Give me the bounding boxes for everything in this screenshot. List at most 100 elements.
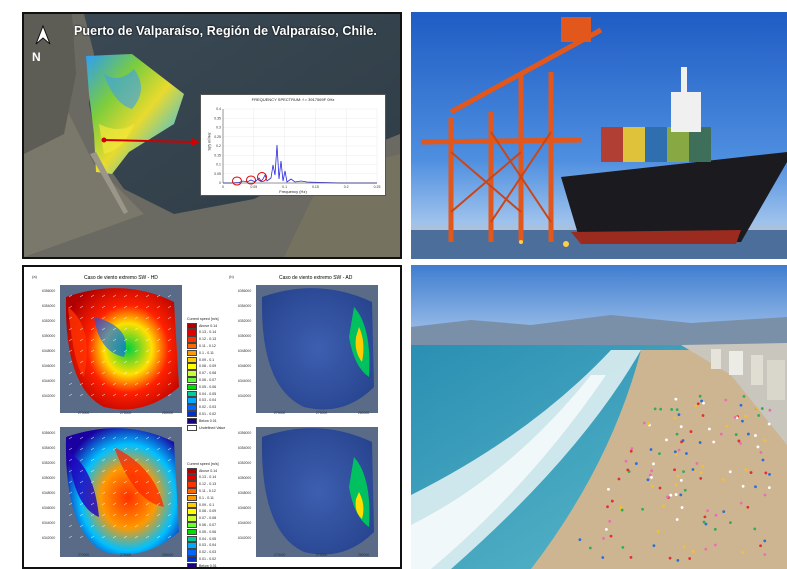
legend-label: 0.11 - 0.12 [199,344,216,349]
current-vector [145,447,150,451]
current-vector [145,458,150,462]
current-vector [156,502,161,506]
map-xtick: 280000 [358,553,370,557]
map-ytick: 6354000 [42,304,56,308]
beach-umbrella [753,527,757,531]
current-vector [68,447,73,451]
current-vector [68,513,73,517]
current-vector [79,371,84,375]
current-vector [68,458,73,462]
spectrum-ytick: 0.1 [216,163,221,167]
legend-swatch [187,515,197,522]
map-ytick: 6350000 [238,476,252,480]
beach-umbrella [694,404,698,408]
legend-label: 0.06 - 0.07 [199,523,217,528]
legend-swatch [187,424,197,432]
beach-umbrella [739,403,743,407]
current-vector [79,327,84,331]
legend-swatch [187,521,197,529]
map-ytick: 6348000 [42,349,56,353]
highlight-circle-1 [232,176,242,186]
beach-umbrella [725,424,729,428]
current-vector [79,316,84,320]
map-title-hd: Caso de viento extremo SW - HD [84,275,158,281]
current-vector [145,338,150,342]
legend-label: 0.01 - 0.02 [199,557,217,562]
current-vector [156,393,161,397]
current-vector [68,491,73,495]
current-vector [101,294,106,298]
legend-label: 0.03 - 0.04 [199,543,217,548]
legend-title: Current speed [m/s] [187,462,219,466]
current-vector [145,480,150,484]
legend-label: 0.07 - 0.08 [199,371,217,376]
current-vector [134,535,139,539]
beach-umbrella [742,395,746,398]
legend-swatch [187,383,197,391]
beach-umbrella [699,471,703,474]
beach-umbrella [724,398,728,402]
beach-umbrella [768,408,772,412]
beach-umbrella [650,469,654,473]
map-xtick: 280000 [162,553,174,557]
beach-umbrella [757,414,761,417]
current-vector [101,327,106,331]
legend-label: 0.05 - 0.06 [199,384,217,389]
current-vector [145,360,150,364]
legend-label: 0.08 - 0.09 [199,364,217,369]
current-vector [156,338,161,342]
current-vector [134,469,139,473]
spectrum-plot: 0.4 0.35 0.3 0.25 0.2 0.15 0.1 0.05 00 0.05 0.1 0.1… [214,107,380,189]
current-vector [167,360,172,364]
legend-item: 0.07 - 0.08 [187,515,225,522]
legend-swatch [187,549,197,556]
beach-umbrella [728,470,732,474]
beach-umbrella [674,493,678,496]
legend-swatch [187,474,197,481]
map-ytick: 6356000 [238,431,252,435]
map-ytick: 6356000 [42,289,56,293]
beach-umbrella [609,534,613,538]
current-vector [123,535,128,539]
beach-aerial-photo [411,265,787,569]
current-vector [156,491,161,495]
legend-label: Above 0.14 [199,468,218,473]
current-vector [79,338,84,342]
current-vector [156,447,161,451]
beach-umbrella [610,499,614,503]
current-vector [145,535,150,539]
current-vector [167,393,172,397]
beach-umbrella [619,505,623,509]
beach-umbrella [708,427,711,431]
current-vector [68,316,73,320]
current-vector [167,469,172,473]
current-vector [145,469,150,473]
current-vector [112,316,117,320]
current-vector [90,524,95,528]
current-vector [79,393,84,397]
legend-item: 0.03 - 0.04 [187,397,225,404]
beach-umbrella [702,401,705,405]
legend-label: 0.01 - 0.02 [199,412,217,417]
current-vector [90,349,95,353]
legend-swatch [187,404,197,411]
beach-umbrella [754,434,757,437]
beach-umbrella [680,440,683,444]
current-vector [145,491,150,495]
current-vector [123,382,128,386]
current-vector [68,480,73,484]
current-vector [167,338,172,342]
beach-umbrella [665,438,668,442]
legend-bottom: Current speed [m/s] Above 0.14 0.13 - 0.14… [187,462,225,567]
current-vector [156,349,161,353]
legend-swatch [187,336,197,343]
current-vector [134,316,139,320]
beach-umbrella [761,458,765,462]
beach-umbrella [608,519,612,523]
current-vector [79,305,84,309]
beach-umbrella [674,453,678,457]
beach-umbrella [712,440,716,444]
current-vector [156,382,161,386]
legend-swatch [187,342,197,350]
current-vector [101,436,106,440]
